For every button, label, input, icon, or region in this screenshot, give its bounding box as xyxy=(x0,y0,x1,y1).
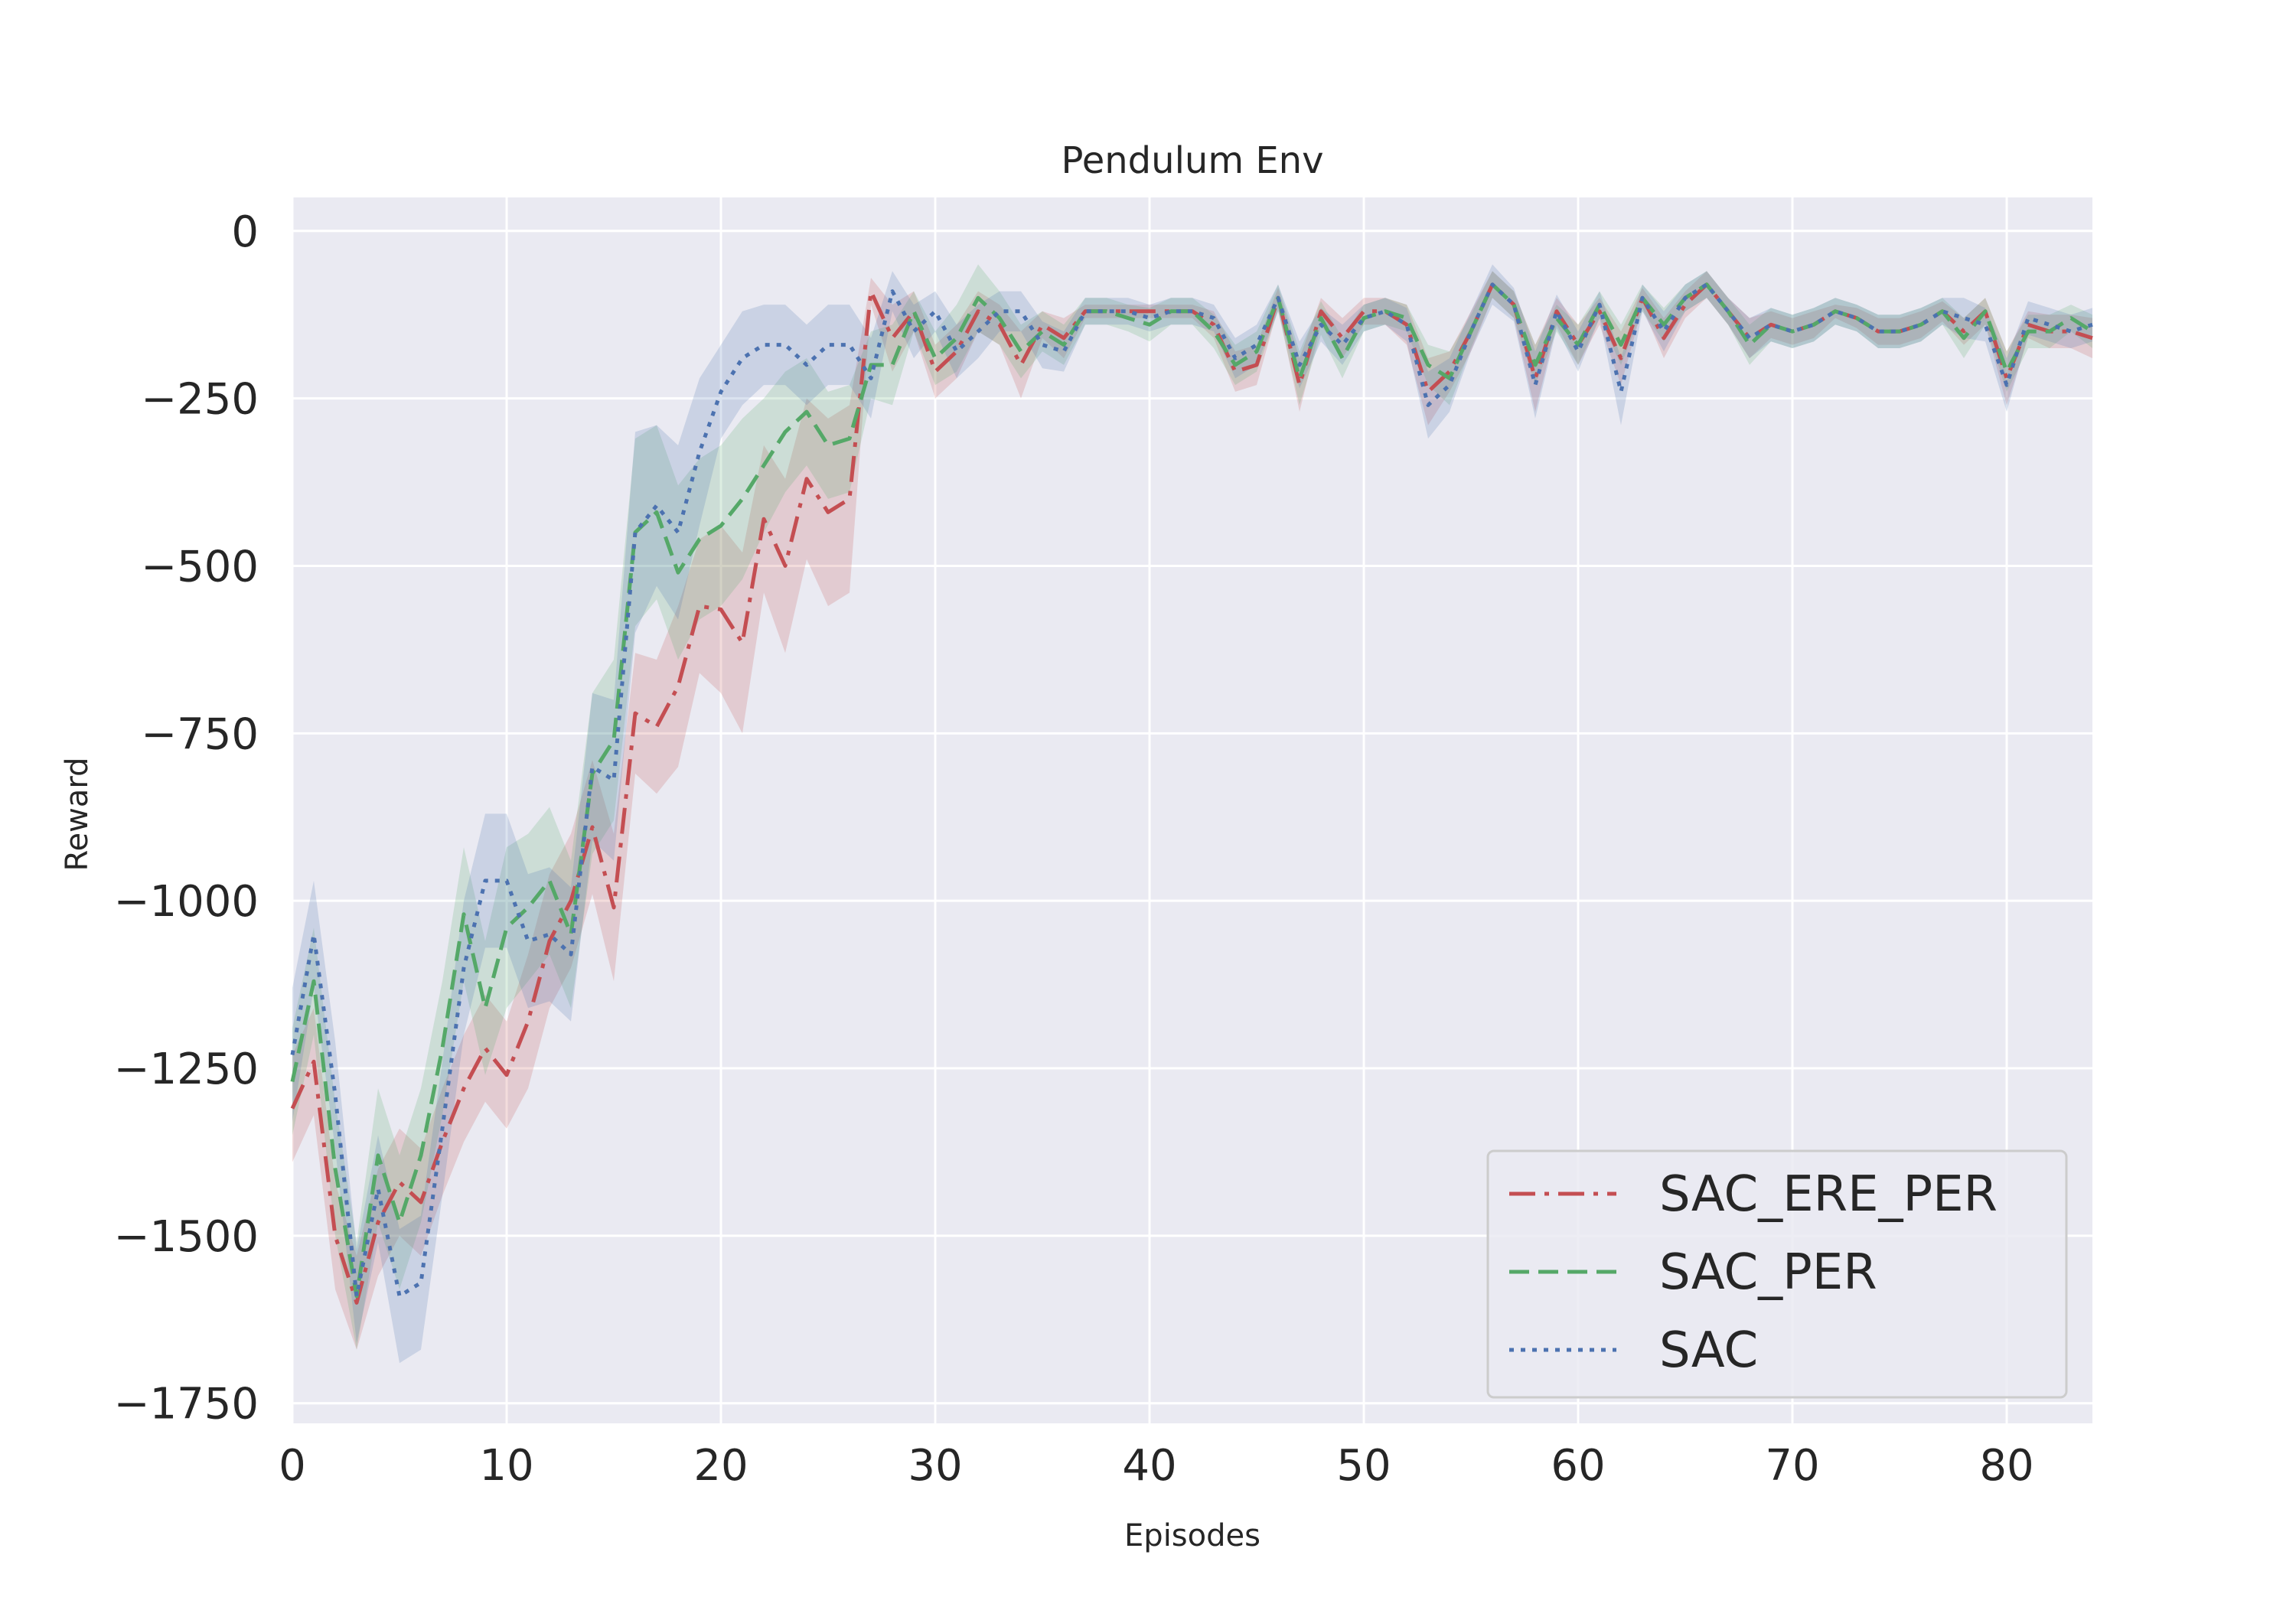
x-tick-label: 50 xyxy=(1336,1441,1391,1491)
y-tick-label: −1750 xyxy=(114,1380,259,1429)
legend-label: SAC_ERE_PER xyxy=(1659,1166,1998,1223)
line-sac-ere-per xyxy=(290,282,2093,1305)
legend-item-sac: SAC xyxy=(1509,1322,1758,1379)
legend-item-sac-ere-per: SAC_ERE_PER xyxy=(1509,1166,1998,1223)
x-tick-label: 10 xyxy=(479,1441,533,1491)
x-tick-label: 70 xyxy=(1765,1441,1819,1491)
x-axis-ticks: 0 10 20 30 40 50 60 70 80 xyxy=(279,1441,2033,1491)
legend: SAC_ERE_PER SAC_PER SAC xyxy=(1486,1149,2068,1399)
y-tick-label: 0 xyxy=(231,207,259,257)
y-tick-label: −500 xyxy=(141,542,259,592)
y-axis-ticks: 0 −250 −500 −750 −1000 −1250 −1500 −1750 xyxy=(114,207,259,1429)
x-tick-label: 30 xyxy=(908,1441,962,1491)
x-tick-label: 20 xyxy=(693,1441,748,1491)
legend-label: SAC_PER xyxy=(1659,1244,1877,1301)
y-axis-label: Reward xyxy=(60,758,95,872)
legend-label: SAC xyxy=(1659,1322,1758,1379)
band-sac-per xyxy=(292,264,2092,1350)
x-axis-label: Episodes xyxy=(1124,1518,1261,1553)
x-tick-label: 40 xyxy=(1122,1441,1176,1491)
y-tick-label: −1250 xyxy=(114,1045,259,1094)
x-tick-label: 80 xyxy=(1979,1441,2033,1491)
y-tick-label: −250 xyxy=(141,375,259,425)
confidence-bands xyxy=(292,264,2092,1364)
legend-item-sac-per: SAC_PER xyxy=(1509,1244,1877,1301)
chart-title: Pendulum Env xyxy=(1061,139,1323,182)
y-tick-label: −750 xyxy=(141,709,259,759)
legend-frame xyxy=(1486,1149,2068,1399)
series-lines xyxy=(290,282,2094,1305)
y-tick-label: −1500 xyxy=(114,1212,259,1262)
line-sac-per xyxy=(290,282,2094,1299)
y-tick-label: −1000 xyxy=(114,877,259,927)
x-tick-label: 0 xyxy=(279,1441,306,1491)
x-tick-label: 60 xyxy=(1551,1441,1605,1491)
